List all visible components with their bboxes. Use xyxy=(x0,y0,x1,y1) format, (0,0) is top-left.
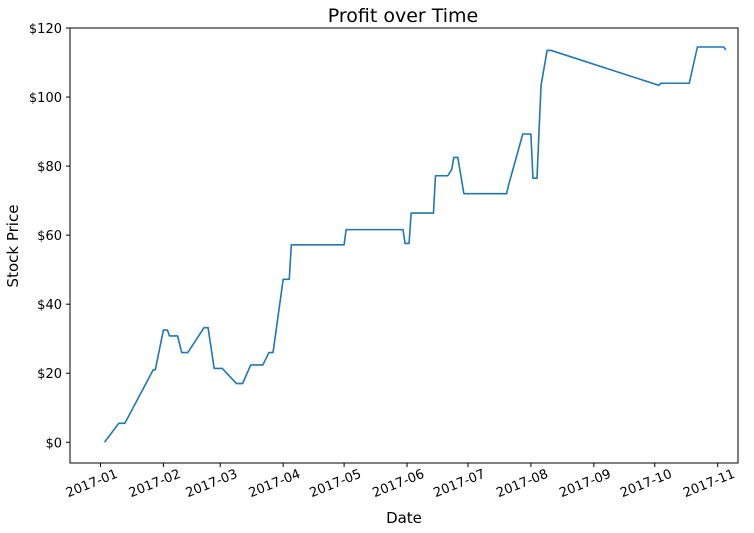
x-tick-label: 2017-09 xyxy=(557,467,613,501)
y-tick-label: $60 xyxy=(37,229,62,244)
x-tick-label: 2017-11 xyxy=(681,467,737,501)
x-tick-label: 2017-03 xyxy=(184,467,240,501)
x-tick-label: 2017-10 xyxy=(618,467,674,501)
stock-price-line xyxy=(103,46,727,443)
y-tick-label: $40 xyxy=(37,298,62,313)
x-tick-label: 2017-05 xyxy=(308,467,364,501)
x-tick-label: 2017-07 xyxy=(431,467,487,501)
x-tick-label: 2017-04 xyxy=(247,467,303,501)
y-tick-label: $120 xyxy=(29,22,62,37)
x-tick-label: 2017-06 xyxy=(371,467,427,501)
y-axis: $0 $20 $40 $60 $80 $100 $120 xyxy=(29,22,70,451)
x-tick-label: 2017-02 xyxy=(127,467,183,501)
y-tick-label: $20 xyxy=(37,367,62,382)
y-tick-label: $100 xyxy=(29,91,62,106)
plot-frame xyxy=(69,27,739,464)
chart-title: Profit over Time xyxy=(328,5,479,27)
y-axis-label: Stock Price xyxy=(4,205,22,288)
x-tick-label: 2017-01 xyxy=(64,467,120,501)
x-axis-label: Date xyxy=(386,509,422,527)
x-axis: 2017-01 2017-02 2017-03 2017-04 2017-05 2017-… xyxy=(64,463,737,501)
y-tick-label: $80 xyxy=(37,160,62,175)
y-tick-label: $0 xyxy=(45,436,62,451)
x-tick-label: 2017-08 xyxy=(494,467,550,501)
